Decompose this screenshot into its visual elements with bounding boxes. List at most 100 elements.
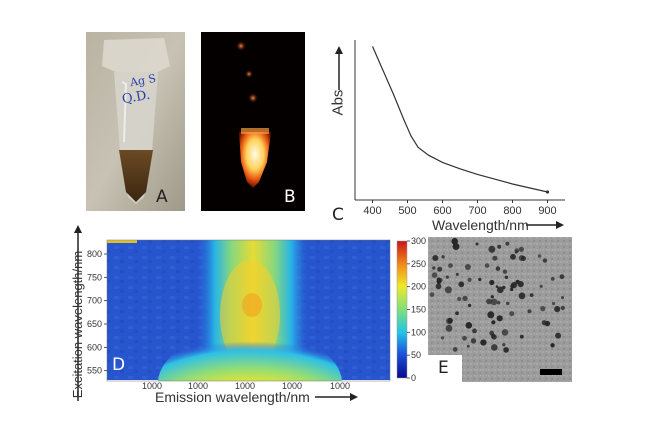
nanoparticle	[514, 250, 518, 254]
nanoparticle	[462, 295, 468, 302]
wavelength-arrow-icon	[556, 221, 564, 229]
nanoparticle	[429, 292, 435, 297]
nanoparticle	[490, 295, 494, 299]
nanoparticle	[496, 315, 503, 322]
absorbance-chart-svg: 400 500 600 700 800 900	[335, 40, 565, 229]
nanoparticle	[467, 277, 472, 282]
nanoparticle	[502, 343, 506, 347]
nanoparticle	[490, 298, 498, 306]
panel-letter-a: A	[156, 187, 168, 207]
scale-bar	[540, 369, 562, 375]
colorbar-tick-label: 150	[411, 305, 426, 315]
nanoparticle	[501, 329, 509, 336]
nanoparticle	[431, 272, 438, 278]
nanoparticle	[455, 272, 459, 276]
nanoparticle	[452, 347, 458, 352]
nanoparticle	[518, 255, 525, 261]
emission-tick-label: 1000	[142, 381, 162, 391]
colorbar-tick-label: 200	[411, 282, 426, 292]
excitation-tick-label: 650	[87, 319, 102, 329]
nanoparticle	[552, 301, 556, 306]
emission-tick-label: 1000	[330, 381, 350, 391]
nanoparticle	[504, 275, 509, 279]
nanoparticle	[488, 245, 496, 253]
nanoparticle	[515, 279, 520, 284]
nanoparticle	[465, 322, 473, 329]
panel-letter-e: E	[438, 358, 449, 378]
vial-photo: Ag S Q.D. A	[86, 32, 185, 211]
nanoparticle	[544, 320, 551, 327]
colorbar-tick-label: 0	[411, 373, 416, 383]
colorbar-tick-label: 250	[411, 259, 426, 269]
nanoparticle	[435, 283, 442, 290]
absorbance-chart: 400 500 600 700 800 900 Abs Wavelength/nm C	[320, 30, 575, 233]
nanoparticle	[518, 246, 524, 252]
absorbance-x-label: Wavelength/nm	[432, 217, 529, 233]
nanoparticle	[436, 277, 442, 282]
nanoparticle	[561, 296, 564, 300]
excitation-tick-label: 750	[87, 272, 102, 282]
excitation-emission-map: 550 600 650 700 750 800 1000 1000 1000 1000 1000 0 5…	[70, 225, 440, 435]
nanoparticle	[497, 301, 501, 305]
excitation-tick-label: 800	[87, 249, 102, 259]
nanoparticle	[487, 311, 495, 319]
nanoparticle	[467, 303, 472, 308]
panel-letter-c: C	[332, 205, 344, 225]
x-axis-arrow-icon	[350, 393, 358, 401]
absorbance-series-line	[371, 46, 548, 193]
panel-letter-b: B	[284, 187, 296, 207]
nanoparticle	[447, 317, 453, 324]
absorbance-x-tick-label: 600	[433, 205, 451, 217]
emission-axis-label: Emission wavelength/nm	[155, 389, 310, 405]
vial-photo-image	[86, 32, 185, 211]
nanoparticle	[527, 309, 532, 314]
tem-image-svg	[428, 237, 572, 382]
nanoparticle	[491, 344, 498, 351]
nanoparticle	[502, 269, 508, 274]
absorbance-x-tick-label: 700	[468, 205, 486, 217]
nanoparticle	[529, 293, 534, 297]
nanoparticle	[550, 343, 555, 348]
nanoparticle	[509, 311, 515, 317]
nanoparticle	[490, 333, 496, 339]
emission-tick-label: 1000	[282, 381, 302, 391]
nanoparticle	[537, 254, 542, 258]
nanoparticle	[506, 301, 510, 306]
nanoparticle	[540, 306, 546, 312]
luminescence-photo-image	[201, 32, 305, 211]
nanoparticle	[464, 264, 471, 270]
excitation-emission-svg: 550 600 650 700 750 800 1000 1000 1000 1000 1000 0 5…	[70, 225, 440, 435]
nanoparticle	[560, 305, 565, 311]
nanoparticle	[432, 255, 439, 261]
nanoparticle	[448, 263, 453, 268]
nanoparticle	[497, 244, 502, 249]
nanoparticle	[491, 320, 496, 325]
absorbance-x-tick-label: 800	[503, 205, 521, 217]
nanoparticle	[510, 287, 514, 292]
excitation-tick-label: 600	[87, 342, 102, 352]
nanoparticle	[550, 277, 555, 281]
nanoparticle	[457, 296, 462, 302]
nanoparticle	[495, 266, 501, 271]
nanoparticle	[519, 334, 524, 339]
nanoparticle	[458, 281, 465, 288]
absorbance-x-tick-label: 900	[538, 205, 556, 217]
nanoparticle	[441, 255, 445, 259]
nanoparticle	[455, 311, 459, 316]
nanoparticle	[466, 344, 470, 348]
nanoparticle	[497, 286, 504, 294]
excitation-tick-label: 550	[87, 366, 102, 376]
nanoparticle	[492, 255, 498, 261]
nanoparticle	[555, 332, 562, 339]
nanoparticle	[503, 347, 509, 353]
nanoparticle	[554, 306, 561, 313]
colorbar-tick-label: 50	[411, 350, 421, 360]
nanoparticle	[475, 242, 479, 246]
nanoparticle	[470, 338, 477, 344]
excitation-axis-label: Excitation wavelength/nm	[70, 250, 85, 399]
nanoparticle	[432, 266, 436, 270]
y-axis-arrow-icon	[74, 225, 82, 233]
nanoparticle	[440, 336, 445, 340]
nanoparticle	[489, 279, 495, 286]
colorbar-tick-label: 300	[411, 236, 426, 246]
